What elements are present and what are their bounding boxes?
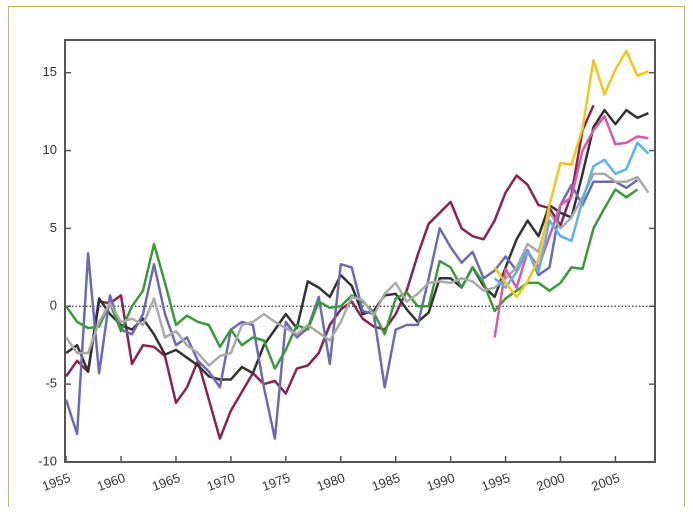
- x-tick-label: 1985: [370, 470, 402, 494]
- y-tick-label: -5: [45, 376, 57, 391]
- y-tick-label: -10: [38, 453, 57, 468]
- y-tick-label: 10: [43, 142, 57, 157]
- x-tick-label: 1955: [40, 470, 72, 494]
- y-tick-label: 5: [50, 220, 57, 235]
- series-line: [65, 108, 649, 381]
- x-tick-label: 1975: [260, 470, 292, 494]
- series-line: [64, 179, 639, 440]
- series-line: [65, 104, 595, 440]
- x-tick-label: 1970: [205, 470, 237, 494]
- x-tick-label: 1995: [479, 470, 511, 494]
- y-tick-label: 0: [50, 298, 57, 313]
- y-tick-label: 15: [43, 64, 57, 79]
- series-line: [493, 115, 649, 338]
- series-line: [65, 188, 639, 370]
- x-tick-label: 2005: [589, 470, 621, 494]
- x-tick-label: 1980: [315, 470, 347, 494]
- plot-area: [64, 39, 656, 463]
- series-line: [493, 49, 649, 299]
- x-tick-label: 1990: [425, 470, 457, 494]
- x-tick-label: 1960: [95, 470, 127, 494]
- frame: [8, 6, 685, 512]
- x-tick-label: 1965: [150, 470, 182, 494]
- x-tick-label: 2000: [534, 470, 566, 494]
- series-line: [493, 141, 650, 289]
- series-line: [65, 172, 650, 367]
